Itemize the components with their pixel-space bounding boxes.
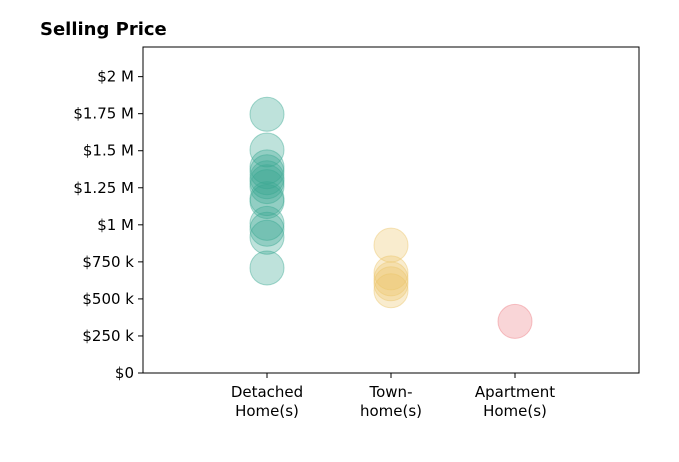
x-tick-label: Apartment Home(s): [475, 383, 555, 420]
point: [249, 154, 285, 190]
point: [249, 160, 285, 196]
point: [249, 164, 285, 200]
point: [373, 255, 409, 291]
y-tick-label: $1.25 M: [73, 179, 134, 197]
y-tick-label: $500 k: [82, 290, 134, 308]
y-tick-label: $1.75 M: [73, 105, 134, 123]
x-tick-label: Detached Home(s): [231, 383, 303, 420]
point: [373, 273, 409, 309]
point: [249, 149, 285, 185]
y-tick-label: $1 M: [97, 216, 134, 234]
point: [373, 227, 409, 263]
point: [497, 303, 533, 339]
point: [249, 96, 285, 132]
chart-title: Selling Price: [40, 19, 167, 40]
point: [249, 205, 285, 241]
y-tick-label: $1.5 M: [83, 142, 134, 160]
point: [249, 169, 285, 205]
y-tick-label: $250 k: [82, 327, 134, 345]
plot-frame: [142, 46, 640, 374]
point: [249, 211, 285, 247]
point: [249, 184, 285, 220]
y-tick-label: $0: [115, 364, 134, 382]
point: [373, 266, 409, 302]
point: [249, 250, 285, 286]
point: [373, 261, 409, 297]
y-tick-label: $750 k: [82, 253, 134, 271]
x-tick-label: Town-home(s): [360, 383, 422, 420]
point: [249, 132, 285, 168]
point: [249, 219, 285, 255]
point: [249, 181, 285, 217]
y-tick-label: $2 M: [97, 68, 134, 86]
